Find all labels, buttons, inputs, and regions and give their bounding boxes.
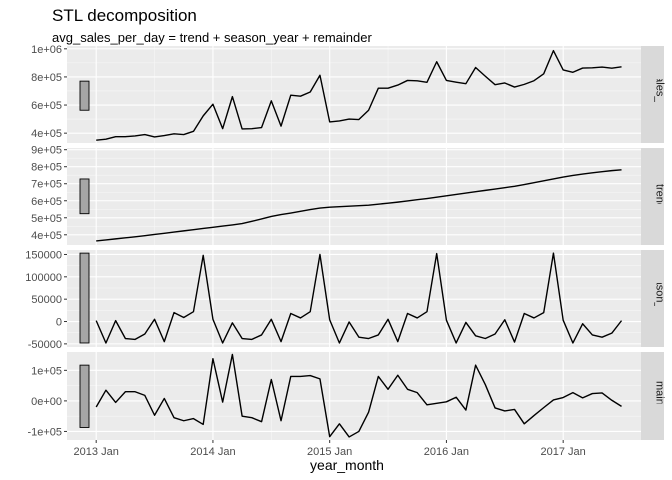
chart-title: STL decomposition	[52, 6, 197, 25]
panel-avg_sales_per_day: 4e+05 6e+05 8e+05 1e+06 avg_sales_per_day	[31, 44, 666, 143]
series-line-trend	[96, 169, 622, 242]
x-tick-label: 2014 Jan	[190, 446, 235, 458]
y-tick-label: 7e+05	[31, 179, 62, 191]
strip-label: season_year	[654, 267, 666, 330]
x-tick-label: 2013 Jan	[74, 446, 119, 458]
y-tick-label: 8e+05	[31, 162, 62, 174]
y-tick-label: 4e+05	[31, 230, 62, 242]
strip-background	[641, 250, 664, 347]
x-axis: 2013 Jan 2014 Jan 2015 Jan 2016 Jan 2017 Jan	[74, 440, 586, 458]
strip-label: remainder	[654, 371, 666, 421]
y-tick-label: 150000	[25, 249, 62, 261]
x-axis-title: year_month	[310, 457, 384, 473]
y-tick-label: 0e+00	[31, 396, 62, 408]
x-tick-label: 2016 Jan	[424, 446, 469, 458]
y-tick-label: 6e+05	[31, 196, 62, 208]
y-tick-label: 8e+05	[31, 72, 62, 84]
panel-background	[67, 46, 641, 143]
series-line-remainder	[95, 353, 622, 438]
x-tick-label: 2015 Jan	[307, 446, 352, 458]
x-tick-label: 2017 Jan	[541, 446, 586, 458]
panel-season_year: -50000 0 50000 100000 150000 season_year	[25, 249, 665, 350]
y-tick-label: 5e+05	[31, 213, 62, 225]
y-tick-label: -50000	[28, 339, 62, 351]
y-tick-label: 100000	[25, 272, 62, 284]
y-tick-label: -1e+05	[27, 426, 62, 438]
panel-background	[67, 148, 641, 245]
strip-background	[641, 148, 664, 245]
scale-bar	[79, 252, 90, 344]
chart-subtitle: avg_sales_per_day = trend + season_year …	[52, 30, 372, 45]
y-tick-label: 4e+05	[31, 128, 62, 140]
strip-background	[641, 46, 664, 143]
y-tick-label: 0	[56, 317, 62, 329]
strip-label: trend	[654, 184, 666, 209]
scale-bar	[79, 178, 90, 215]
strip-label: avg_sales_per_day	[654, 47, 666, 143]
panel-remainder: -1e+05 0e+00 1e+05 remainder	[27, 352, 666, 440]
scale-bar	[79, 364, 90, 428]
panel-trend: 4e+05 5e+05 6e+05 7e+05 8e+05 9e+05 trend	[31, 145, 666, 245]
series-line-season_year	[95, 252, 623, 344]
y-tick-label: 50000	[31, 294, 62, 306]
y-tick-label: 6e+05	[31, 100, 62, 112]
strip-background	[641, 352, 664, 440]
y-tick-label: 1e+05	[31, 365, 62, 377]
scale-bar	[79, 80, 90, 111]
y-tick-label: 9e+05	[31, 145, 62, 157]
panel-background	[67, 352, 641, 440]
series-line-avg_sales_per_day	[96, 49, 622, 141]
y-tick-label: 1e+06	[31, 44, 62, 56]
